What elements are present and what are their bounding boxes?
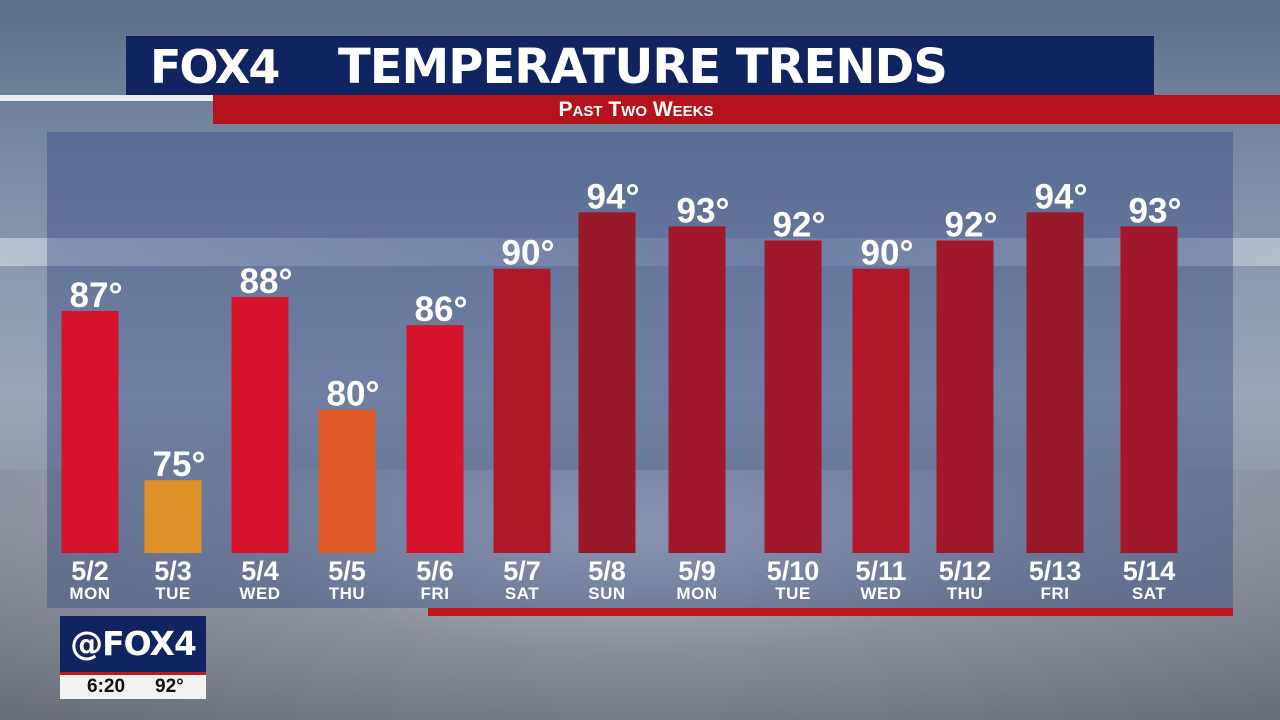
bar-value-label: 86° [415,290,468,329]
bar-5-3 [144,480,202,553]
bar-value-label: 92° [773,206,826,245]
bar-value-label: 94° [1035,177,1088,216]
bar-value-label: 93° [1129,191,1182,230]
bar-5-8 [578,212,636,554]
date-tick-label: 5/3 [154,556,192,586]
date-tick-label: 5/9 [678,556,716,586]
date-tick-label: 5/2 [71,556,109,586]
page-subtitle: Past Two Weeks [558,98,714,121]
bar-value-label: 94° [587,177,640,216]
day-tick-label: TUE [775,584,811,603]
day-tick-label: MON [69,584,110,603]
bug-time: 6:20 [87,676,126,697]
day-tick-label: MON [676,584,717,603]
bar-value-label: 92° [945,206,998,245]
bar-5-7 [493,268,551,553]
day-tick-label: THU [329,584,365,603]
bar-value-label: 88° [240,262,293,301]
bar-5-10 [764,240,822,553]
header-rule [0,95,213,101]
day-tick-label: WED [239,584,280,603]
bug-temperature: 92° [155,676,184,697]
bar-value-label: 75° [153,445,206,484]
bar-5-4 [231,296,289,553]
date-tick-label: 5/14 [1123,556,1176,586]
date-tick-label: 5/5 [328,556,366,586]
day-tick-label: THU [947,584,983,603]
date-tick-label: 5/11 [855,556,906,586]
bar-value-label: 90° [861,234,914,273]
bar-5-14 [1120,226,1178,553]
bar-5-12 [936,240,994,553]
date-tick-label: 5/6 [416,556,454,586]
date-tick-label: 5/7 [503,556,541,586]
day-tick-label: WED [860,584,901,603]
date-tick-label: 5/4 [241,556,279,586]
day-tick-label: SAT [505,584,539,603]
day-tick-label: FRI [1041,584,1070,603]
chart-panel-rule [428,608,1233,616]
bar-5-5 [318,409,376,553]
bar-5-6 [406,325,464,553]
date-tick-label: 5/12 [939,556,992,586]
bug-info: 6:20 92° [60,675,206,699]
page-title: TEMPERATURE TRENDS [338,39,948,95]
bar-value-label: 93° [677,191,730,230]
bar-value-label: 87° [70,276,123,315]
title-bar [126,36,1154,96]
day-tick-label: FRI [421,584,450,603]
day-tick-label: TUE [155,584,191,603]
bar-5-9 [668,226,726,553]
date-tick-label: 5/8 [588,556,626,586]
bar-value-label: 90° [502,234,555,273]
bar-value-label: 80° [327,375,380,414]
subtitle-bar [213,95,1280,124]
bar-5-11 [852,268,910,553]
bar-5-2 [61,311,119,553]
date-tick-label: 5/10 [767,556,820,586]
bar-5-13 [1026,212,1084,554]
bug-divider [60,672,206,675]
day-tick-label: SUN [588,584,625,603]
date-tick-label: 5/13 [1029,556,1082,586]
day-tick-label: SAT [1132,584,1166,603]
station-bug: @FOX4 6:20 92° [60,616,206,699]
brand-logo: FOX4 [150,40,280,94]
bug-brand: @FOX4 [60,616,206,672]
